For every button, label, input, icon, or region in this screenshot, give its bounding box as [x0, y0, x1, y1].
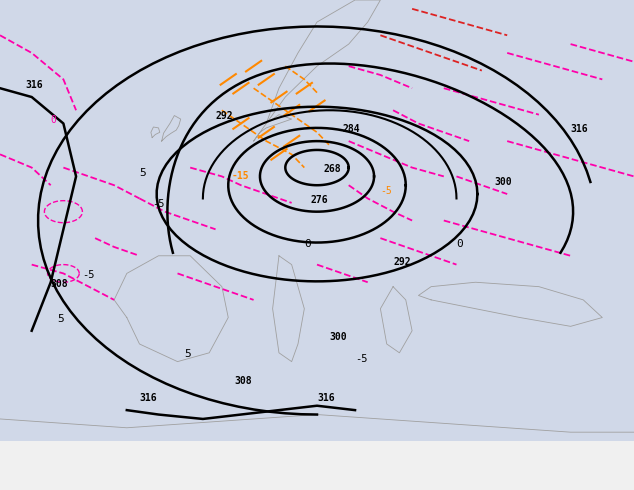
Text: 0: 0 — [304, 239, 311, 249]
Text: 5: 5 — [184, 349, 191, 359]
Text: 316: 316 — [571, 124, 588, 134]
Polygon shape — [444, 265, 539, 309]
Text: 5: 5 — [57, 314, 64, 324]
Polygon shape — [0, 0, 158, 441]
Text: -5: -5 — [380, 186, 392, 196]
Text: Height/Temp. 700 hPa [gdmp][°C] ECMWF: Height/Temp. 700 hPa [gdmp][°C] ECMWF — [6, 458, 302, 471]
Text: 316: 316 — [317, 393, 335, 403]
Text: -5: -5 — [355, 354, 368, 364]
Polygon shape — [577, 212, 621, 282]
Polygon shape — [51, 0, 190, 132]
Text: -5: -5 — [82, 270, 95, 280]
Text: -5: -5 — [152, 199, 165, 209]
Text: 292: 292 — [216, 111, 233, 121]
Text: ©weatheronline.co.uk: ©weatheronline.co.uk — [486, 473, 621, 483]
Text: 5: 5 — [139, 169, 146, 178]
Text: 292: 292 — [393, 257, 411, 267]
Text: 316: 316 — [25, 80, 43, 90]
Polygon shape — [114, 0, 279, 132]
Text: Tu 04-06-2024 00:00 UTC (18+06): Tu 04-06-2024 00:00 UTC (18+06) — [380, 458, 628, 471]
Text: 308: 308 — [235, 376, 252, 386]
Text: 300: 300 — [495, 177, 512, 187]
Text: 0: 0 — [456, 239, 463, 249]
Text: 268: 268 — [323, 164, 341, 174]
Text: 284: 284 — [342, 124, 360, 134]
Text: 276: 276 — [311, 195, 328, 205]
Polygon shape — [190, 344, 412, 441]
Text: 0: 0 — [51, 116, 56, 125]
Text: 316: 316 — [139, 393, 157, 403]
Text: 300: 300 — [330, 332, 347, 342]
Text: 308: 308 — [51, 279, 68, 289]
Text: -15: -15 — [231, 171, 249, 181]
